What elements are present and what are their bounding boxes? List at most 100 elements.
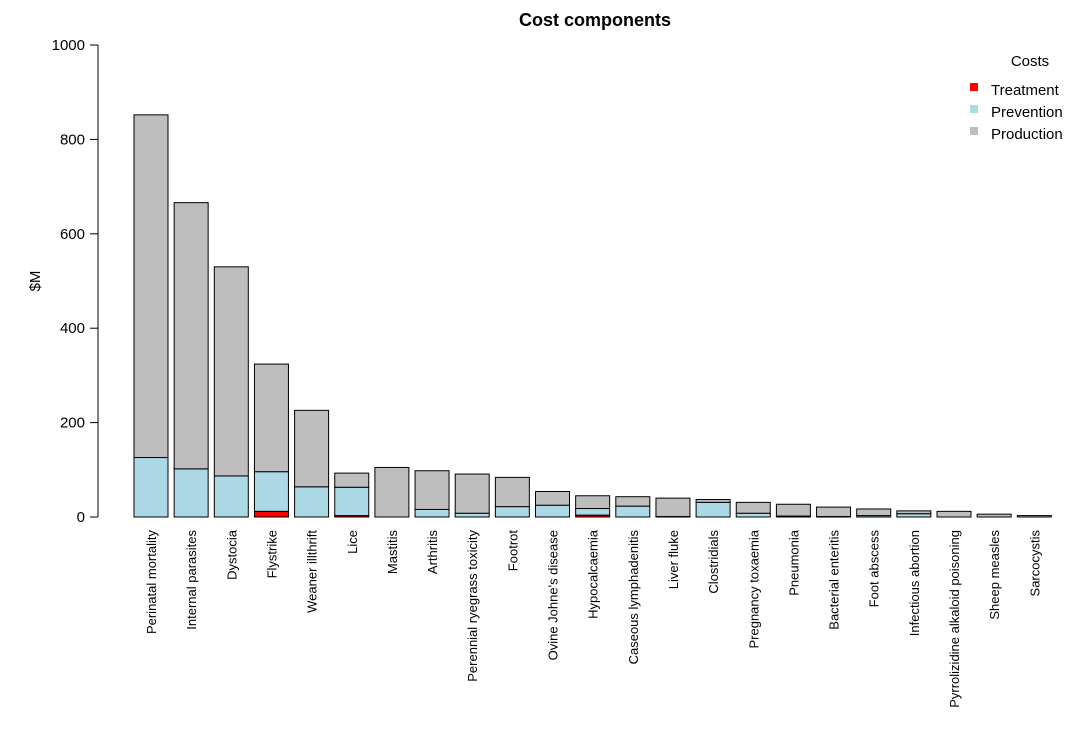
bar-segment-prevention <box>494 506 530 518</box>
bar-segment-production <box>615 496 651 507</box>
bar-segment-production <box>213 266 249 477</box>
x-tick-label: Weaner illthrift <box>305 530 320 613</box>
bar-stack <box>294 409 330 518</box>
y-axis: 0 200 400 600 800 1000 <box>52 37 99 526</box>
bar-stack <box>816 506 852 518</box>
bar-stack <box>1016 515 1052 518</box>
bar-segment-prevention <box>173 468 209 518</box>
x-tick-label: Liver fluke <box>666 530 681 589</box>
legend-label: Treatment <box>991 82 1060 99</box>
x-tick-label: Foot abscess <box>867 530 882 608</box>
x-tick-label: Perinatal mortality <box>144 530 159 635</box>
bar-segment-prevention <box>213 475 249 518</box>
legend-swatch-prevention <box>970 105 978 113</box>
bar-segment-prevention <box>615 505 651 518</box>
bar-segment-production <box>856 508 892 517</box>
bar-stack <box>856 508 892 518</box>
x-tick-label: Clostridials <box>706 530 721 594</box>
bar-stack <box>575 495 611 518</box>
x-tick-label: Bacterial enteritis <box>827 530 842 630</box>
bar-segment-production <box>535 491 570 506</box>
x-tick-label: Arthritis <box>425 530 440 575</box>
x-tick-label: Footrot <box>505 530 520 572</box>
bar-segment-production <box>695 499 731 503</box>
y-tick-label: 400 <box>60 320 85 337</box>
bar-segment-production <box>976 513 1012 518</box>
x-tick-label: Pneumonia <box>786 529 801 596</box>
bar-segment-production <box>655 497 691 518</box>
legend-title: Costs <box>1011 53 1049 70</box>
bar-segment-production <box>173 202 209 470</box>
bar-segment-production <box>575 495 611 510</box>
legend-swatch-treatment <box>970 83 978 91</box>
x-axis-labels: Perinatal mortality Internal parasites Dys… <box>144 529 1042 708</box>
x-tick-label: Lice <box>345 530 360 554</box>
y-tick-label: 800 <box>60 131 85 148</box>
bar-stack <box>334 472 370 518</box>
bar-segment-production <box>133 114 169 459</box>
bar-segment-production <box>454 473 490 514</box>
bar-stack <box>775 503 811 518</box>
x-tick-label: Pregnancy toxaemia <box>746 529 761 648</box>
bar-segment-production <box>775 503 811 517</box>
legend-label: Production <box>991 126 1063 143</box>
x-tick-label: Internal parasites <box>184 530 199 630</box>
bar-segment-production <box>253 363 289 473</box>
bar-segment-production <box>816 506 852 518</box>
x-tick-label: Mastitis <box>385 530 400 575</box>
bar-segment-prevention <box>535 504 570 518</box>
bar-stack <box>735 501 771 518</box>
x-tick-label: Perennial ryegrass toxicity <box>465 530 480 682</box>
y-tick-label: 0 <box>77 509 85 526</box>
x-tick-label: Caseous lymphadenitis <box>626 530 641 665</box>
legend: Costs Treatment Prevention Production <box>970 53 1063 143</box>
bar-segment-prevention <box>454 512 490 518</box>
bar-segment-prevention <box>695 501 731 518</box>
bar-stack <box>454 473 490 518</box>
bar-segment-production <box>334 472 370 488</box>
legend-entries: Treatment Prevention Production <box>970 82 1063 143</box>
bar-stack <box>615 496 651 518</box>
bar-segment-production <box>414 470 450 510</box>
bar-segment-production <box>374 466 410 518</box>
bar-stack <box>896 510 932 518</box>
bars-group <box>133 114 1052 518</box>
bar-stack <box>173 202 209 518</box>
bar-stack <box>253 363 289 518</box>
x-tick-label: Flystrike <box>264 530 279 578</box>
legend-swatch-production <box>970 127 978 135</box>
chart-title: Cost components <box>519 10 671 30</box>
x-tick-label: Sarcocystis <box>1027 530 1042 597</box>
bar-stack <box>133 114 169 518</box>
y-tick-label: 1000 <box>52 37 85 54</box>
legend-label: Prevention <box>991 104 1063 121</box>
x-tick-label: Pyrrolizidine alkaloid poisoning <box>947 530 962 708</box>
bar-segment-production <box>494 476 530 508</box>
bar-stack <box>535 491 570 518</box>
x-tick-label: Sheep measles <box>987 530 1002 620</box>
bar-segment-production <box>896 510 932 515</box>
x-tick-label: Ovine Johne's disease <box>546 530 561 660</box>
bar-stack <box>976 513 1012 518</box>
bar-stack <box>655 497 691 518</box>
y-tick-label: 200 <box>60 415 85 432</box>
bar-stack <box>414 470 450 518</box>
bar-stack <box>213 266 249 518</box>
y-tick-label: 600 <box>60 226 85 243</box>
bar-segment-production <box>1016 515 1052 518</box>
x-tick-label: Hypocalcaemia <box>586 529 601 619</box>
bar-stack <box>494 476 530 518</box>
bar-segment-prevention <box>414 508 450 518</box>
bar-segment-prevention <box>253 471 289 512</box>
bar-segment-prevention <box>735 512 771 518</box>
bar-segment-production <box>936 510 972 518</box>
x-tick-label: Dystocia <box>224 529 239 580</box>
bar-stack <box>936 510 972 518</box>
bar-segment-prevention <box>334 486 370 517</box>
bar-segment-prevention <box>294 486 330 518</box>
bar-segment-production <box>735 501 771 514</box>
bar-segment-prevention <box>575 508 611 516</box>
bar-segment-treatment <box>253 510 289 518</box>
